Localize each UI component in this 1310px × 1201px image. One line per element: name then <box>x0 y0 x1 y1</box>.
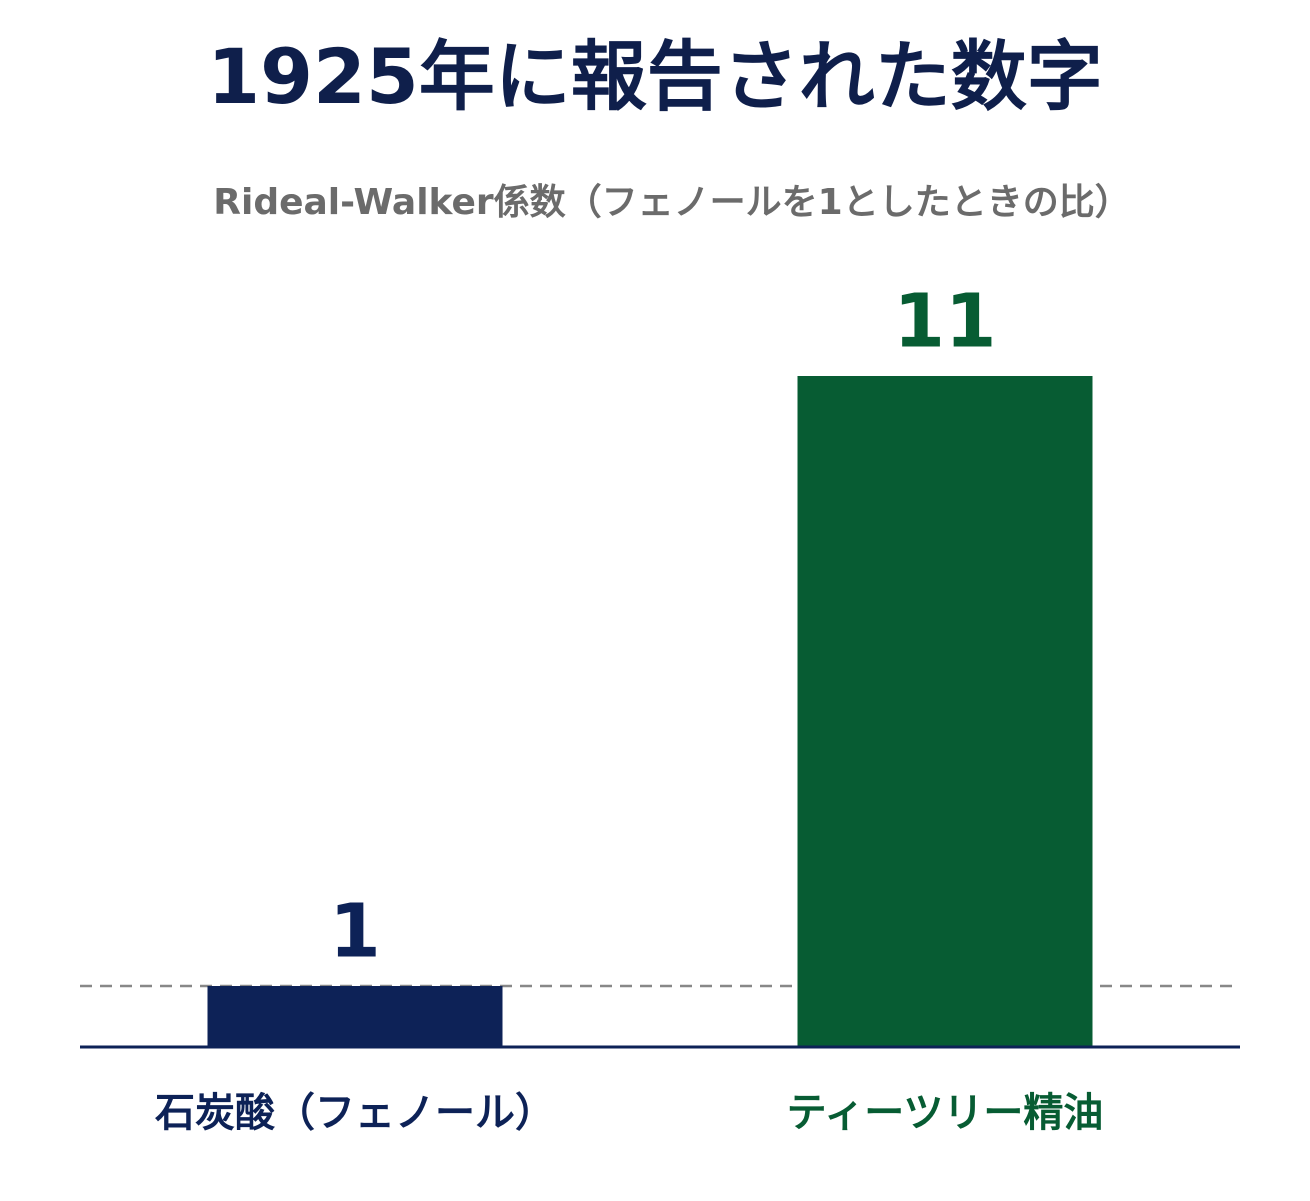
chart-title: 1925年に報告された数字 <box>207 32 1103 121</box>
value-label: 11 <box>894 279 997 365</box>
bar <box>797 376 1093 1047</box>
x-tick-label: ティーツリー精油 <box>787 1090 1104 1136</box>
chart-subtitle: Rideal-Walker係数（フェノールを1としたときの比） <box>213 182 1130 223</box>
value-label: 1 <box>329 889 381 975</box>
x-tick-label: 石炭酸（フェノール） <box>155 1090 555 1136</box>
bar <box>207 986 503 1047</box>
